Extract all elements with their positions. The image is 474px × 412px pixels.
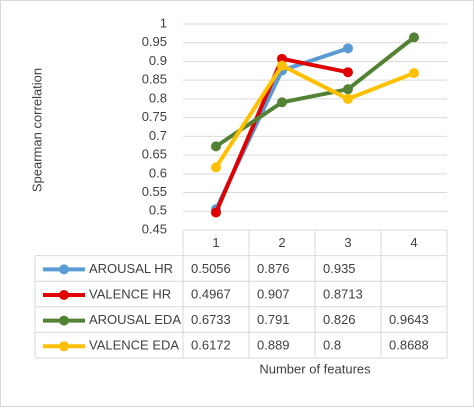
table-value: 0.8713 [323,286,363,301]
data-point [343,93,353,104]
table-value: 0.907 [257,286,290,301]
y-tick-label: 0.75 [142,109,167,124]
y-tick-label: 0.95 [142,34,167,49]
data-point [343,84,353,95]
table-value: 0.8688 [389,338,429,353]
y-tick-label: 0.45 [142,221,167,236]
data-point [343,43,353,54]
x-axis-title: Number of features [259,361,371,376]
table-value: 0.9643 [389,312,429,327]
legend-label: AROUSAL HR [89,261,173,276]
legend-label: AROUSAL EDA [89,312,181,327]
y-tick-label: 1 [160,15,167,30]
x-tick-label: 4 [410,235,417,250]
table-value: 0.935 [323,261,356,276]
y-tick-label: 0.65 [142,147,167,162]
series-line [214,35,416,149]
legend-marker [59,264,69,275]
series-line [214,63,415,169]
legend-marker [59,315,69,326]
table-value: 0.791 [257,312,290,327]
x-tick-label: 2 [278,235,285,250]
legend-marker [59,341,69,352]
y-tick-label: 0.55 [142,184,167,199]
table-value: 0.826 [323,312,356,327]
data-point [277,97,287,108]
legend-marker [59,290,69,300]
y-axis-title: Spearman correlation [29,68,44,192]
legend-label: VALENCE HR [89,286,171,301]
data-point [211,207,221,218]
data-point [409,68,419,79]
y-tick-label: 0.6 [149,165,167,180]
table-value: 0.6733 [191,312,231,327]
data-point [343,67,353,78]
table-value: 0.8 [323,338,341,353]
table-value: 0.6172 [191,338,231,353]
x-tick-label: 1 [212,235,219,250]
table-value: 0.876 [257,261,290,276]
data-point [211,141,221,152]
y-tick-label: 0.85 [142,72,167,87]
data-point [211,162,221,173]
table-value: 0.889 [257,338,290,353]
y-tick-label: 0.7 [149,128,167,143]
table-value: 0.5056 [191,261,231,276]
data-point [409,32,419,43]
data-point [277,60,287,71]
y-tick-label: 0.5 [149,203,167,218]
x-tick-label: 3 [344,235,351,250]
legend-label: VALENCE EDA [89,338,179,353]
y-tick-label: 0.9 [149,53,167,68]
y-tick-label: 0.8 [149,90,167,105]
table-value: 0.4967 [191,286,231,301]
